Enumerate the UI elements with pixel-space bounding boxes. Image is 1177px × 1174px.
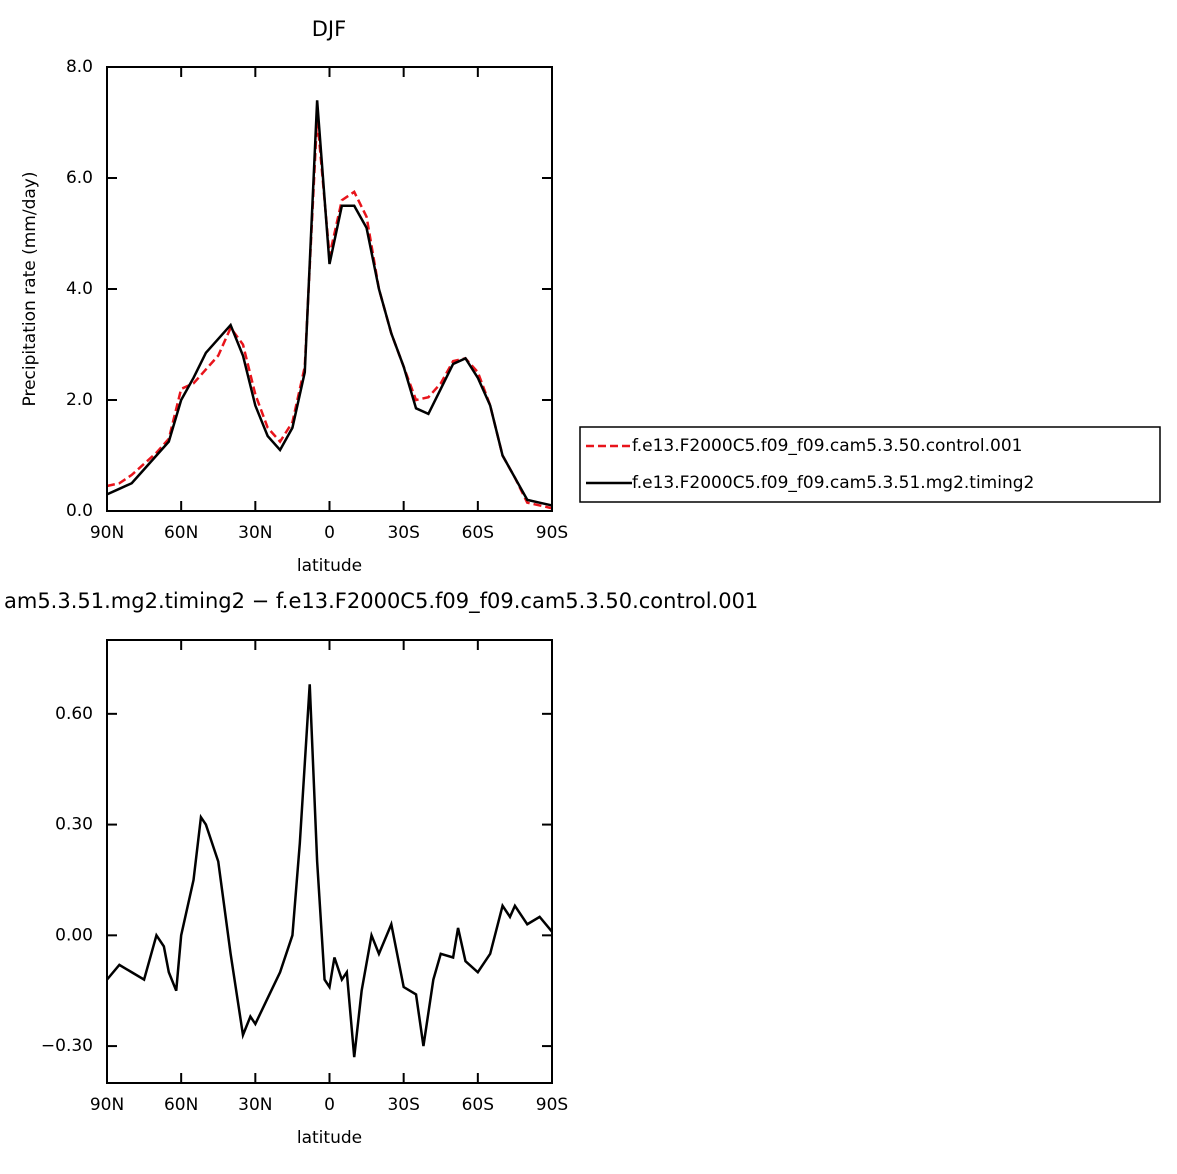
x-tick-label: 0 [324,523,335,543]
y-tick-label: 0.60 [55,704,93,724]
data-line [106,100,553,507]
x-tick-label: 90S [536,523,568,543]
x-tick-label: 90N [90,523,124,543]
data-line [106,684,553,1058]
y-tick-label: 0.00 [55,925,93,945]
plot-frame [106,66,553,512]
x-tick-label: 30N [238,523,272,543]
x-tick-label: 60S [462,1095,494,1115]
x-tick-label: 30S [387,523,419,543]
x-tick-label: 60N [164,1095,198,1115]
plot-frame [106,639,553,1084]
chart-title: DJF [312,17,346,41]
legend-label: f.e13.F2000C5.f09_f09.cam5.3.51.mg2.timi… [632,473,1034,493]
y-axis-label: Precipitation rate (mm/day) [20,172,40,407]
y-tick-label: 0.30 [55,815,93,835]
x-tick-label: 90S [536,1095,568,1115]
y-tick-label: 0.0 [66,501,93,521]
legend-label: f.e13.F2000C5.f09_f09.cam5.3.50.control.… [632,436,1023,456]
y-tick-label: 2.0 [66,390,93,410]
y-tick-label: 4.0 [66,279,93,299]
x-axis-label: latitude [297,556,362,576]
y-tick-label: −0.30 [41,1036,93,1056]
legend-box [579,426,1161,503]
x-tick-label: 60S [462,523,494,543]
x-tick-label: 60N [164,523,198,543]
x-tick-label: 30S [387,1095,419,1115]
x-tick-label: 0 [324,1095,335,1115]
chart-title: am5.3.51.mg2.timing2 − f.e13.F2000C5.f09… [4,589,758,614]
x-tick-label: 90N [90,1095,124,1115]
x-axis-label: latitude [297,1128,362,1148]
y-tick-label: 6.0 [66,168,93,188]
y-tick-label: 8.0 [66,57,93,77]
x-tick-label: 30N [238,1095,272,1115]
